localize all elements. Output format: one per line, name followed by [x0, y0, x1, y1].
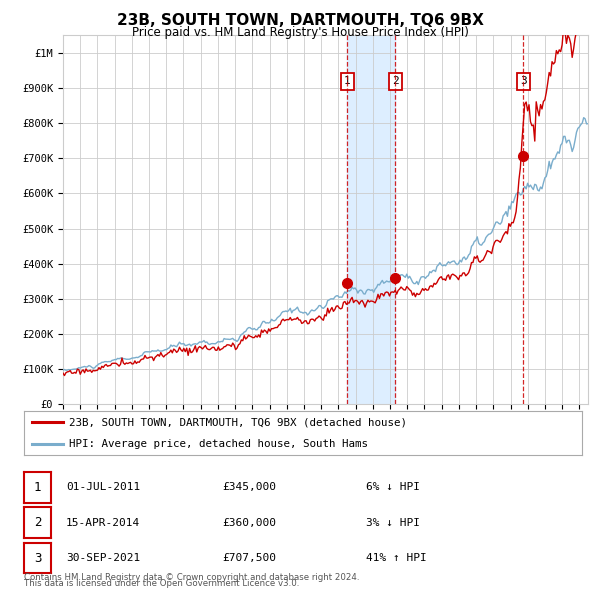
Text: 6% ↓ HPI: 6% ↓ HPI	[366, 483, 420, 492]
Text: Contains HM Land Registry data © Crown copyright and database right 2024.: Contains HM Land Registry data © Crown c…	[24, 573, 359, 582]
Text: 3: 3	[34, 552, 41, 565]
Text: 23B, SOUTH TOWN, DARTMOUTH, TQ6 9BX: 23B, SOUTH TOWN, DARTMOUTH, TQ6 9BX	[116, 13, 484, 28]
Text: 23B, SOUTH TOWN, DARTMOUTH, TQ6 9BX (detached house): 23B, SOUTH TOWN, DARTMOUTH, TQ6 9BX (det…	[68, 417, 407, 427]
Text: 2: 2	[392, 77, 398, 87]
Text: £707,500: £707,500	[222, 553, 276, 563]
Text: 1: 1	[34, 481, 41, 494]
Text: £345,000: £345,000	[222, 483, 276, 492]
Text: 01-JUL-2011: 01-JUL-2011	[66, 483, 140, 492]
Text: 3% ↓ HPI: 3% ↓ HPI	[366, 518, 420, 527]
Text: HPI: Average price, detached house, South Hams: HPI: Average price, detached house, Sout…	[68, 440, 368, 450]
Text: This data is licensed under the Open Government Licence v3.0.: This data is licensed under the Open Gov…	[24, 579, 299, 588]
Text: 30-SEP-2021: 30-SEP-2021	[66, 553, 140, 563]
Text: 2: 2	[34, 516, 41, 529]
Bar	[347, 35, 395, 404]
Text: Price paid vs. HM Land Registry's House Price Index (HPI): Price paid vs. HM Land Registry's House …	[131, 26, 469, 39]
Text: 15-APR-2014: 15-APR-2014	[66, 518, 140, 527]
Text: 41% ↑ HPI: 41% ↑ HPI	[366, 553, 427, 563]
Text: £360,000: £360,000	[222, 518, 276, 527]
Text: 1: 1	[344, 77, 350, 87]
Text: 3: 3	[520, 77, 527, 87]
